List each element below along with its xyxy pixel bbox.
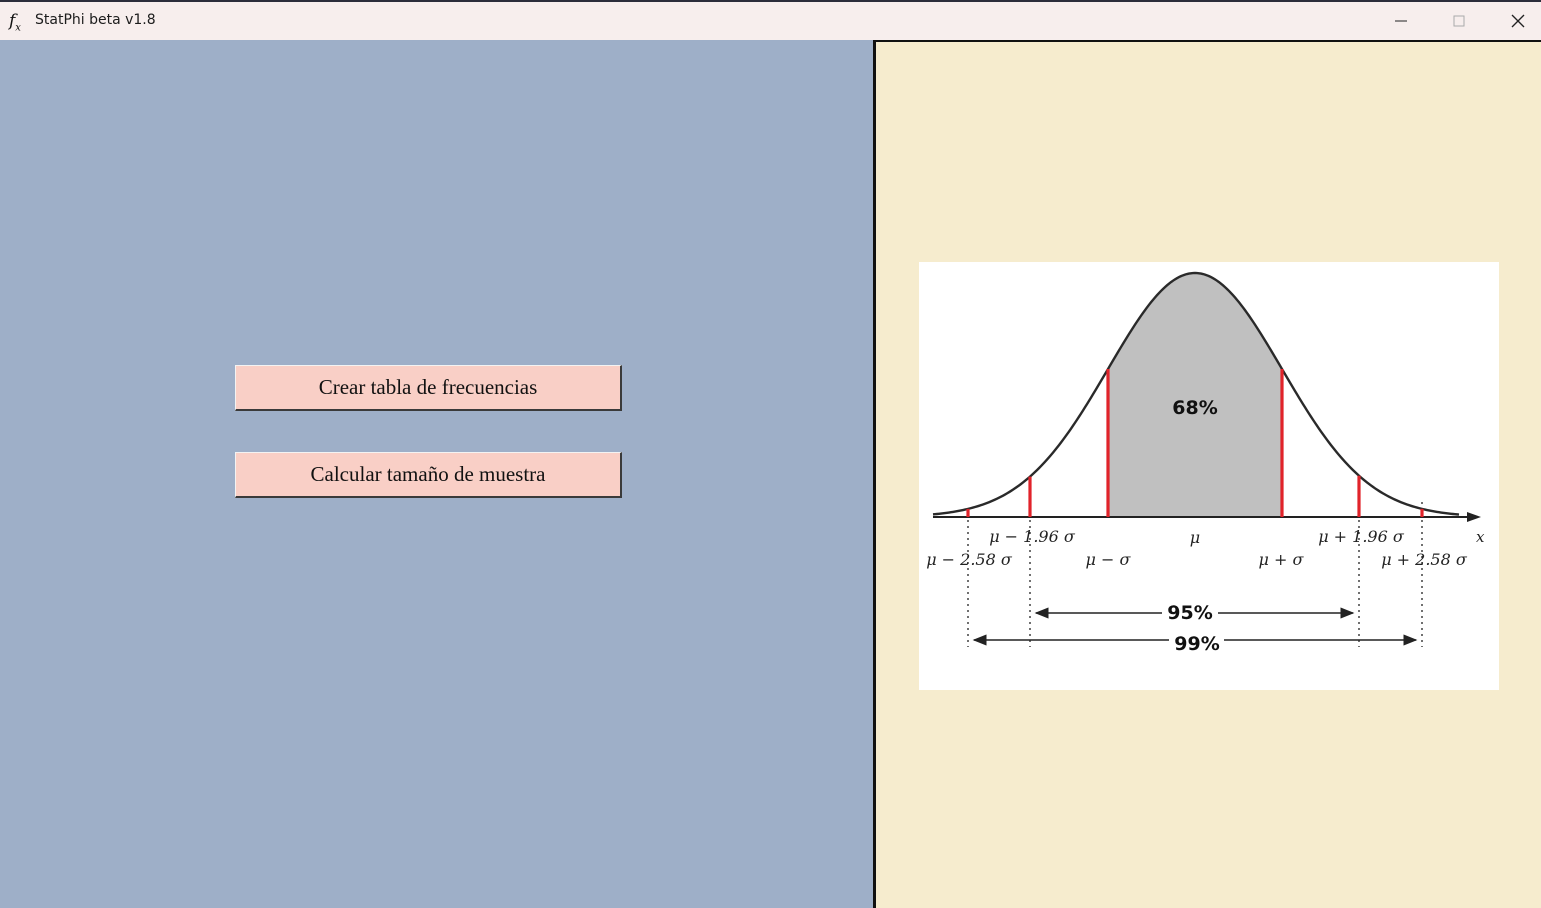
label-mu-plus-258: μ + 2.58 σ: [1381, 550, 1468, 569]
close-icon: [1511, 14, 1525, 28]
close-button[interactable]: [1489, 2, 1541, 40]
label-mu-plus-sigma: μ + σ: [1259, 550, 1305, 569]
title-bar: fx StatPhi beta v1.8: [0, 0, 1541, 40]
x-axis-label: x: [1476, 528, 1485, 546]
calculate-sample-size-label: Calcular tamaño de muestra: [310, 462, 546, 486]
label-mu-plus-196: μ + 1.96 σ: [1318, 527, 1405, 546]
maximize-button[interactable]: [1430, 2, 1488, 40]
percent-99-label: 99%: [1174, 633, 1219, 655]
minimize-icon: [1395, 20, 1407, 22]
fx-icon: fx: [9, 11, 21, 34]
x-axis-arrowhead: [1467, 512, 1481, 522]
label-mu-minus-258: μ − 2.58 σ: [926, 550, 1013, 569]
create-frequency-table-button[interactable]: Crear tabla de frecuencias: [235, 365, 622, 411]
create-frequency-table-label: Crear tabla de frecuencias: [318, 375, 538, 399]
label-mu-minus-196: μ − 1.96 σ: [989, 527, 1076, 546]
label-mu: μ: [1190, 528, 1200, 547]
percent-68-label: 68%: [1172, 397, 1217, 419]
calculate-sample-size-button[interactable]: Calcular tamaño de muestra: [235, 452, 622, 498]
label-mu-minus-sigma: μ − σ: [1086, 550, 1132, 569]
percent-95-label: 95%: [1167, 602, 1212, 624]
shaded-68-region: [1108, 273, 1282, 517]
maximize-icon: [1453, 15, 1465, 27]
normal-curve-diagram: 68% x μ μ − 1.96 σ μ + 1.96 σ μ − 2.58 σ…: [926, 271, 1485, 655]
window-title: StatPhi beta v1.8: [35, 12, 156, 28]
normal-curve: [932, 271, 1460, 516]
normal-distribution-figure: 68% x μ μ − 1.96 σ μ + 1.96 σ μ − 2.58 σ…: [919, 262, 1499, 690]
minimize-button[interactable]: [1372, 2, 1430, 40]
